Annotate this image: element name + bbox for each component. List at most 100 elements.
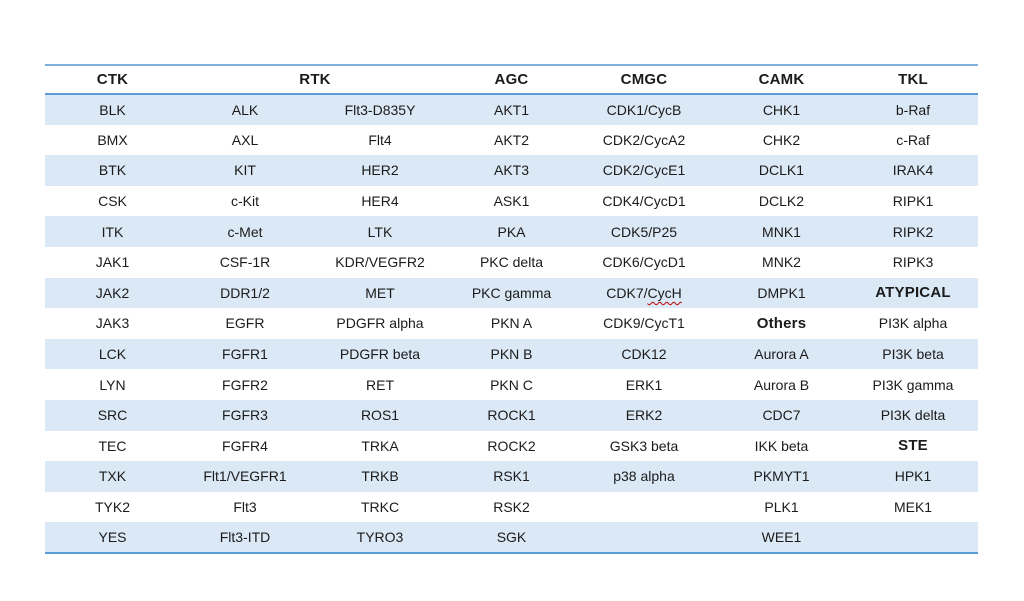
cell: LYN xyxy=(99,376,126,393)
table-body: BLK ALK Flt3-D835Y AKT1 CDK1/CycB CHK1 b-Raf BM… xyxy=(45,94,978,554)
cell: ROCK1 xyxy=(450,399,573,431)
cell: TYRO3 xyxy=(310,522,450,554)
cell: KDR/VEGFR2 xyxy=(335,254,425,271)
cell: DCLK1 xyxy=(715,155,848,186)
cell: PKN B xyxy=(450,338,573,370)
cell: CDK5/P25 xyxy=(573,216,715,247)
cell: WEE1 xyxy=(715,522,848,554)
cell: JAK3 xyxy=(95,315,130,332)
column-header-tkl: TKL xyxy=(848,64,978,95)
cell: PKC delta xyxy=(479,254,544,271)
cell: p38 alpha xyxy=(573,461,715,492)
cell: PI3K alpha xyxy=(878,315,948,332)
cell: b-Raf xyxy=(848,94,978,125)
cell: RIPK1 xyxy=(892,193,934,210)
cell: TRKB xyxy=(310,461,450,492)
cell: AXL xyxy=(231,131,259,148)
cell: CSK xyxy=(98,193,127,210)
header-row: CTK RTK AGC CMGC CAMK TKL xyxy=(45,64,978,95)
cell: PI3K gamma xyxy=(872,376,954,393)
cell: PKN A xyxy=(490,315,533,332)
table-row: YES Flt3-ITD TYRO3 SGK WEE1 xyxy=(45,522,978,554)
table-row: BMX AXL Flt4 AKT2 CDK2/CycA2 CHK2 c-Raf xyxy=(45,125,978,156)
cell: CDK4/CycD1 xyxy=(602,193,686,210)
column-header-cmgc: CMGC xyxy=(573,64,715,95)
cell: CHK2 xyxy=(762,131,801,148)
cell: MEK1 xyxy=(893,499,933,516)
cell: HER4 xyxy=(361,193,399,210)
cell: MET xyxy=(310,277,450,309)
cell: AKT1 xyxy=(450,94,573,125)
cell: CDK12 xyxy=(573,338,715,370)
cell: BTK xyxy=(45,155,180,186)
table-row: TXK Flt1/VEGFR1 TRKB RSK1 p38 alpha PKMYT1 HPK… xyxy=(45,461,978,492)
cell: KIT xyxy=(180,155,310,186)
cell: DDR1/2 xyxy=(180,277,310,309)
cell: AKT2 xyxy=(493,131,529,148)
cell: c-Met xyxy=(180,216,310,247)
cell: CDK1/CycB xyxy=(573,94,715,125)
cell: FGFR4 xyxy=(222,437,268,454)
cell: Aurora A xyxy=(715,338,848,370)
cell: RIPK3 xyxy=(892,254,934,271)
cell: ASK1 xyxy=(493,193,530,210)
cell: Flt3-D835Y xyxy=(310,94,450,125)
cell: PKC gamma xyxy=(450,277,573,309)
table-row: TYK2 Flt3 TRKC RSK2 PLK1 MEK1 xyxy=(45,492,978,523)
cell: SGK xyxy=(450,522,573,554)
table-row: BTK KIT HER2 AKT3 CDK2/CycE1 DCLK1 IRAK4 xyxy=(45,155,978,186)
cell: PDGFR beta xyxy=(310,338,450,370)
kinase-family-table: CTK RTK AGC CMGC CAMK TKL BLK ALK Flt3-D835Y AKT… xyxy=(45,64,978,554)
cell: HER2 xyxy=(310,155,450,186)
cell: c-Raf xyxy=(896,131,930,148)
table-row: LCK FGFR1 PDGFR beta PKN B CDK12 Aurora A PI3K… xyxy=(45,338,978,370)
cell: PKN C xyxy=(490,376,533,393)
cell: Others xyxy=(756,314,807,332)
cell: TEC xyxy=(98,437,127,454)
cell: CDK2/CycA2 xyxy=(602,131,686,148)
column-header-agc: AGC xyxy=(450,64,573,95)
cell: STE xyxy=(898,437,928,455)
cell: ERK1 xyxy=(625,376,663,393)
cell: RSK1 xyxy=(450,461,573,492)
cell: CSF-1R xyxy=(219,254,271,271)
cell: Flt3 xyxy=(233,499,257,516)
cell: FGFR2 xyxy=(222,376,268,393)
empty-cell xyxy=(573,492,715,523)
cell: BLK xyxy=(45,94,180,125)
cell: CDK9/CycT1 xyxy=(603,315,685,332)
cell: FGFR3 xyxy=(180,399,310,431)
table-row: LYN FGFR2 RET PKN C ERK1 Aurora B PI3K gamma xyxy=(45,369,978,400)
cell: PLK1 xyxy=(764,499,799,516)
table-row: JAK1 CSF-1R KDR/VEGFR2 PKC delta CDK6/CycD1 M… xyxy=(45,247,978,278)
cell: ATYPICAL xyxy=(848,277,978,309)
cell: PI3K delta xyxy=(848,399,978,431)
table-row: JAK2 DDR1/2 MET PKC gamma CDK7/CycH DMPK1 ATYP… xyxy=(45,277,978,309)
column-header-rtk: RTK xyxy=(180,64,450,95)
cell: CDK7/CycH xyxy=(573,277,715,309)
cell: FGFR1 xyxy=(180,338,310,370)
cell: Aurora B xyxy=(753,376,810,393)
cell: BMX xyxy=(97,131,128,148)
cell: MNK2 xyxy=(762,254,801,271)
cell: YES xyxy=(45,522,180,554)
cell: CHK1 xyxy=(715,94,848,125)
cell: PKMYT1 xyxy=(715,461,848,492)
cell: RET xyxy=(366,376,394,393)
column-header-ctk: CTK xyxy=(45,64,180,95)
cell: LTK xyxy=(310,216,450,247)
table-row: TEC FGFR4 TRKA ROCK2 GSK3 beta IKK beta STE xyxy=(45,431,978,462)
table-row: SRC FGFR3 ROS1 ROCK1 ERK2 CDC7 PI3K delta xyxy=(45,399,978,431)
cell: c-Kit xyxy=(231,193,259,210)
cell: Flt3-ITD xyxy=(180,522,310,554)
empty-cell xyxy=(573,522,715,554)
cell: ROS1 xyxy=(310,399,450,431)
cell: Flt4 xyxy=(368,131,392,148)
cell: TXK xyxy=(45,461,180,492)
cell: ITK xyxy=(45,216,180,247)
cell: ALK xyxy=(180,94,310,125)
column-header-camk: CAMK xyxy=(715,64,848,95)
empty-cell xyxy=(848,522,978,554)
table-row: BLK ALK Flt3-D835Y AKT1 CDK1/CycB CHK1 b-Raf xyxy=(45,94,978,125)
